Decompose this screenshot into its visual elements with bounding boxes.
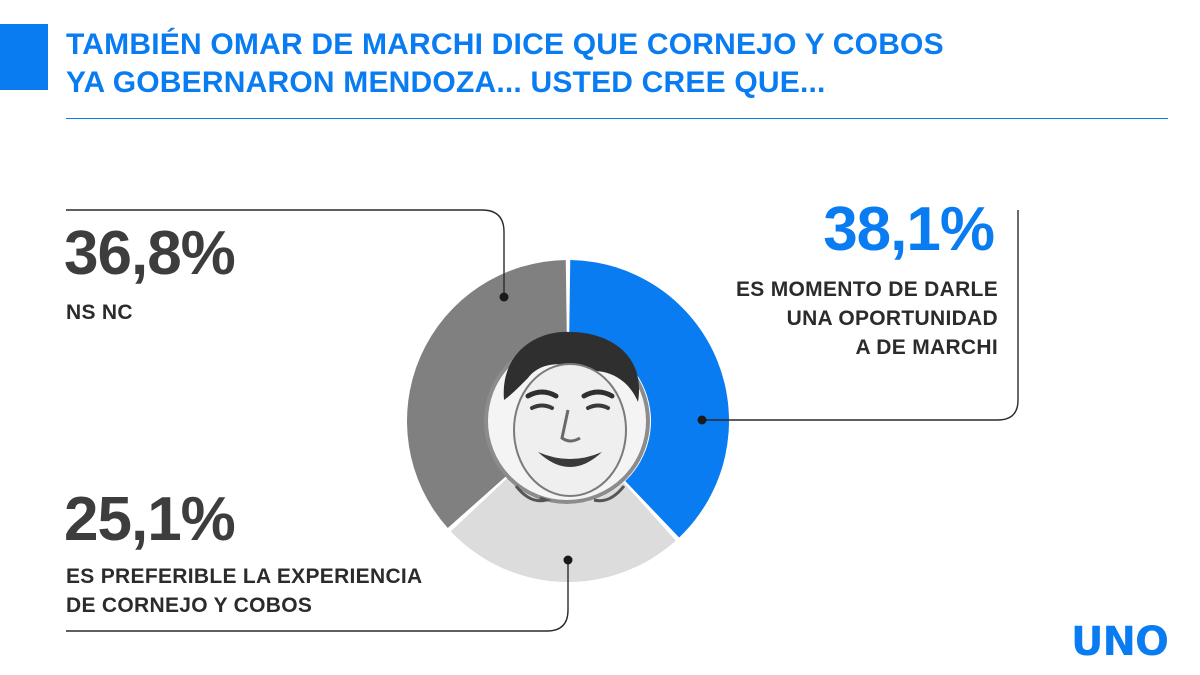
portrait-collar (514, 485, 626, 503)
value-label-ns-nc: 36,8% (64, 219, 236, 288)
slice-label-experiencia-line-2: DE CORNEJO Y COBOS (66, 594, 313, 617)
portrait-eyes (530, 403, 610, 410)
leader-dot-ns-nc (499, 292, 509, 302)
portrait-nose (560, 409, 581, 443)
leader-dots (499, 292, 707, 565)
slice-label-oportunidad: ES MOMENTO DE DARLE UNA OPORTUNIDAD A DE… (736, 275, 998, 362)
slice-label-oportunidad-line-3: A DE MARCHI (855, 336, 998, 359)
slice-label-experiencia-line-1: ES PREFERIBLE LA EXPERIENCIA (66, 565, 423, 588)
uno-logo: UNO (1071, 619, 1169, 665)
portrait-hair (503, 331, 640, 402)
leader-dot-oportunidad (697, 415, 707, 425)
value-label-experiencia: 25,1% (64, 485, 236, 554)
donut-slice-oportunidad (569, 260, 729, 538)
chart-title-line-2: YA GOBERNARON MENDOZA... USTED CREE QUE.… (66, 66, 826, 99)
donut-slice-experiencia (450, 477, 676, 583)
header-divider (66, 118, 1168, 119)
accent-block (0, 24, 48, 90)
leader-line-ns-nc (66, 209, 505, 297)
value-label-oportunidad: 38,1% (823, 195, 995, 264)
slice-label-oportunidad-line-2: UNA OPORTUNIDAD (786, 307, 998, 330)
donut-slice-ns-nc (406, 260, 567, 529)
leader-line-oportunidad (702, 210, 1019, 421)
slice-label-experiencia: ES PREFERIBLE LA EXPERIENCIA DE CORNEJO … (66, 562, 423, 620)
slice-label-oportunidad-line-1: ES MOMENTO DE DARLE (736, 278, 998, 301)
portrait-smile (538, 452, 602, 467)
center-portrait (484, 331, 650, 504)
portrait-face (513, 363, 627, 497)
portrait-brows (525, 389, 615, 399)
chart-title: TAMBIÉN OMAR DE MARCHI DICE QUE CORNEJO … (66, 26, 944, 102)
leader-lines (66, 209, 1019, 632)
leader-dot-experiencia (563, 555, 573, 565)
slice-label-ns-nc: NS NC (66, 298, 133, 327)
slice-label-ns-nc-line-1: NS NC (66, 301, 133, 324)
leader-line-experiencia (66, 560, 569, 632)
chart-title-line-1: TAMBIÉN OMAR DE MARCHI DICE QUE CORNEJO … (66, 28, 944, 61)
